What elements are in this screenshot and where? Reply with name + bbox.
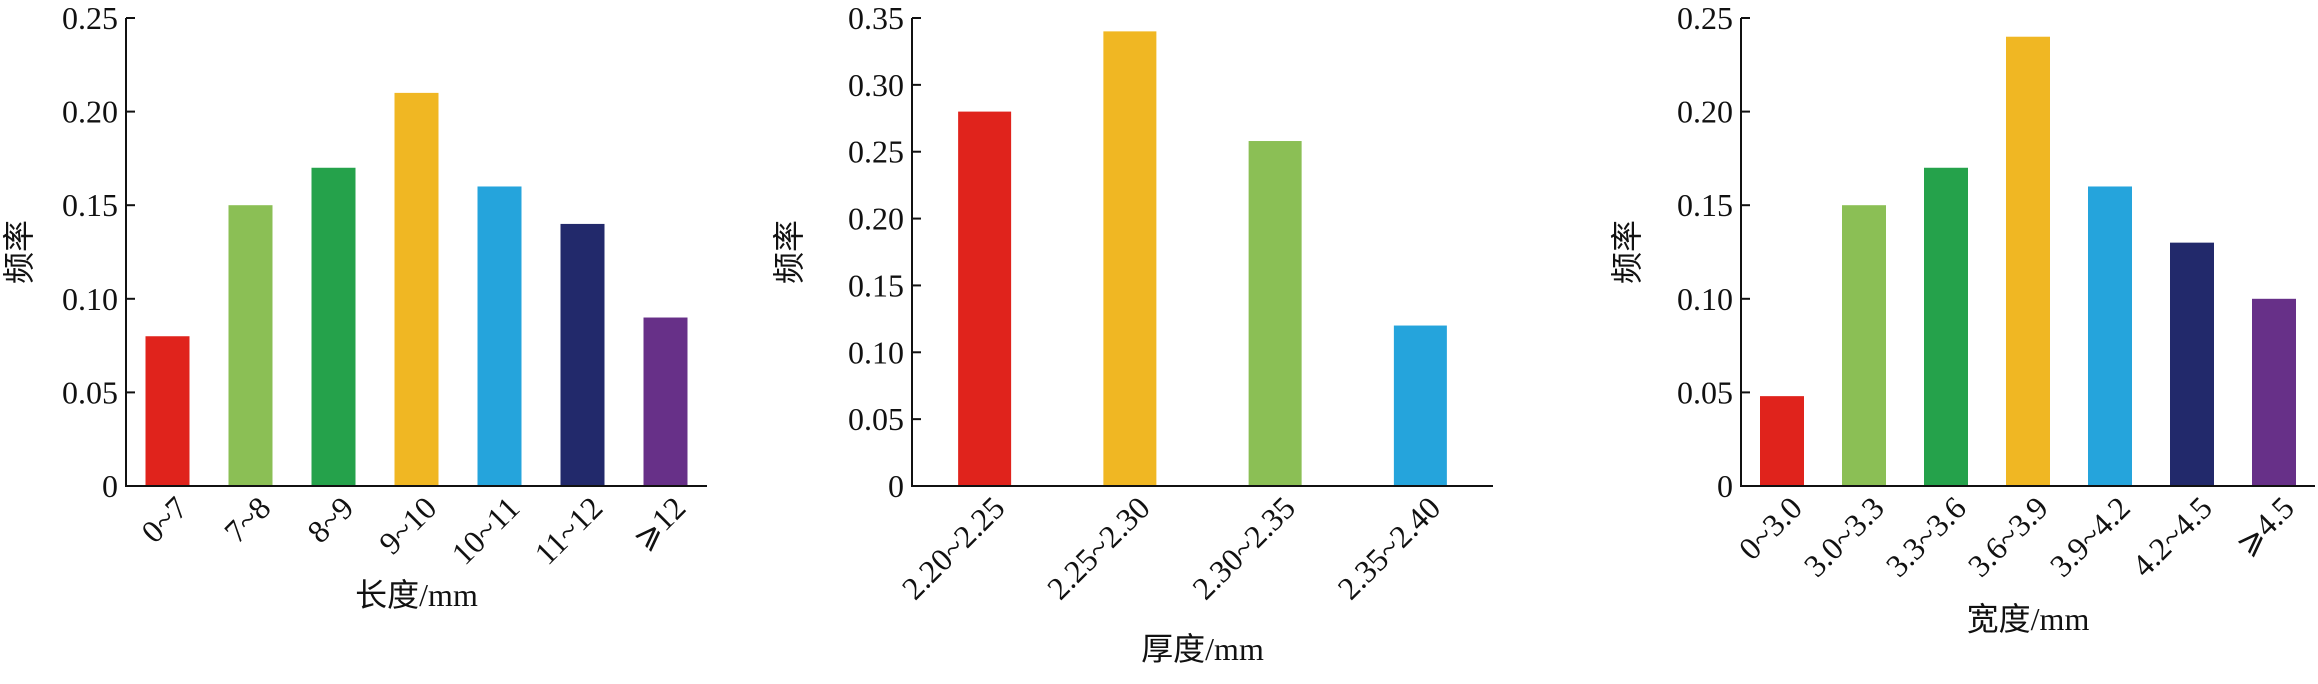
bar (1842, 205, 1886, 486)
bar (2252, 298, 2296, 486)
bar (2170, 242, 2214, 486)
x-tick-label: 2.30~2.35 (1185, 489, 1302, 606)
y-tick-label: 0.30 (848, 67, 904, 103)
x-tick-label: 10~11 (444, 489, 526, 571)
y-tick-label: 0.25 (848, 134, 904, 170)
x-tick-label: 2.20~2.25 (895, 489, 1012, 606)
axis-line (125, 18, 707, 487)
y-tick-label: 0 (1717, 468, 1733, 504)
x-tick-label: 11~12 (527, 489, 609, 571)
x-tick-label: 3.6~3.9 (1961, 489, 2055, 583)
bar-chart: 00.050.100.150.200.250.300.352.20~2.25 2.… (771, 0, 1493, 667)
x-tick-label: 0~7 (134, 489, 194, 549)
bar (643, 317, 688, 486)
bar (2088, 186, 2132, 487)
x-tick-label: 8~9 (300, 489, 360, 549)
y-tick-label: 0.15 (1677, 187, 1733, 223)
x-tick-label: ⩾4.5 (2228, 489, 2301, 562)
x-axis-label: 厚度/mm (1141, 631, 1264, 667)
y-tick-label: 0.10 (62, 281, 118, 317)
bar (1248, 141, 1302, 486)
y-tick-label: 0.20 (62, 94, 118, 130)
bar (958, 111, 1012, 486)
y-tick-label: 0.20 (1677, 94, 1733, 130)
y-tick-label: 0.20 (848, 201, 904, 237)
x-tick-label: 0~3.0 (1732, 489, 1809, 566)
x-tick-label: 3.9~4.2 (2043, 489, 2137, 583)
x-tick-label: ⩾12 (625, 489, 692, 556)
bar (477, 186, 522, 487)
x-tick-label: 4.2~4.5 (2125, 489, 2219, 583)
bar (145, 336, 190, 486)
bar-chart: 0 0.05 0.10 0.15 0.20 0.25 0~3.03.0~3.33.3~3.6… (1609, 0, 2315, 637)
bar (311, 167, 356, 486)
y-axis-label: 频率 (771, 220, 807, 284)
y-tick-label: 0.05 (1677, 374, 1733, 410)
bar (228, 205, 273, 486)
bar (1393, 325, 1447, 486)
y-tick-label: 0.25 (62, 0, 118, 36)
y-tick-label: 0.35 (848, 0, 904, 36)
x-tick-label: 3.0~3.3 (1797, 489, 1891, 583)
y-tick-label: 0 (888, 468, 904, 504)
x-tick-label: 7~8 (217, 489, 277, 549)
y-tick-label: 0.05 (62, 374, 118, 410)
bar-chart: 0 0.05 0.10 0.15 0.20 0.25 0~7 7~8 8~9 9~10 10~11 1… (1, 0, 707, 613)
bar (1924, 167, 1968, 486)
y-tick-label: 0 (102, 468, 118, 504)
axis-line (911, 18, 1493, 487)
y-tick-label: 0.10 (1677, 281, 1733, 317)
y-tick-label: 0.05 (848, 401, 904, 437)
axis-line (1740, 18, 2315, 487)
y-tick-label: 0.25 (1677, 0, 1733, 36)
x-tick-label: 9~10 (372, 489, 444, 561)
y-tick-label: 0.15 (848, 267, 904, 303)
y-tick-label: 0.15 (62, 187, 118, 223)
bar (1103, 31, 1157, 486)
y-axis-label: 频率 (1, 220, 37, 284)
x-tick-label: 2.25~2.30 (1040, 489, 1157, 606)
x-axis-label: 长度/mm (355, 577, 478, 613)
y-axis-label: 频率 (1609, 220, 1645, 284)
bar (394, 92, 439, 486)
x-tick-label: 3.3~3.6 (1879, 489, 1973, 583)
bar (2006, 36, 2050, 486)
bar (560, 223, 605, 487)
x-axis-label: 宽度/mm (1967, 601, 2090, 637)
y-tick-label: 0.10 (848, 334, 904, 370)
x-tick-label: 2.35~2.40 (1330, 489, 1447, 606)
bar (1760, 396, 1804, 486)
